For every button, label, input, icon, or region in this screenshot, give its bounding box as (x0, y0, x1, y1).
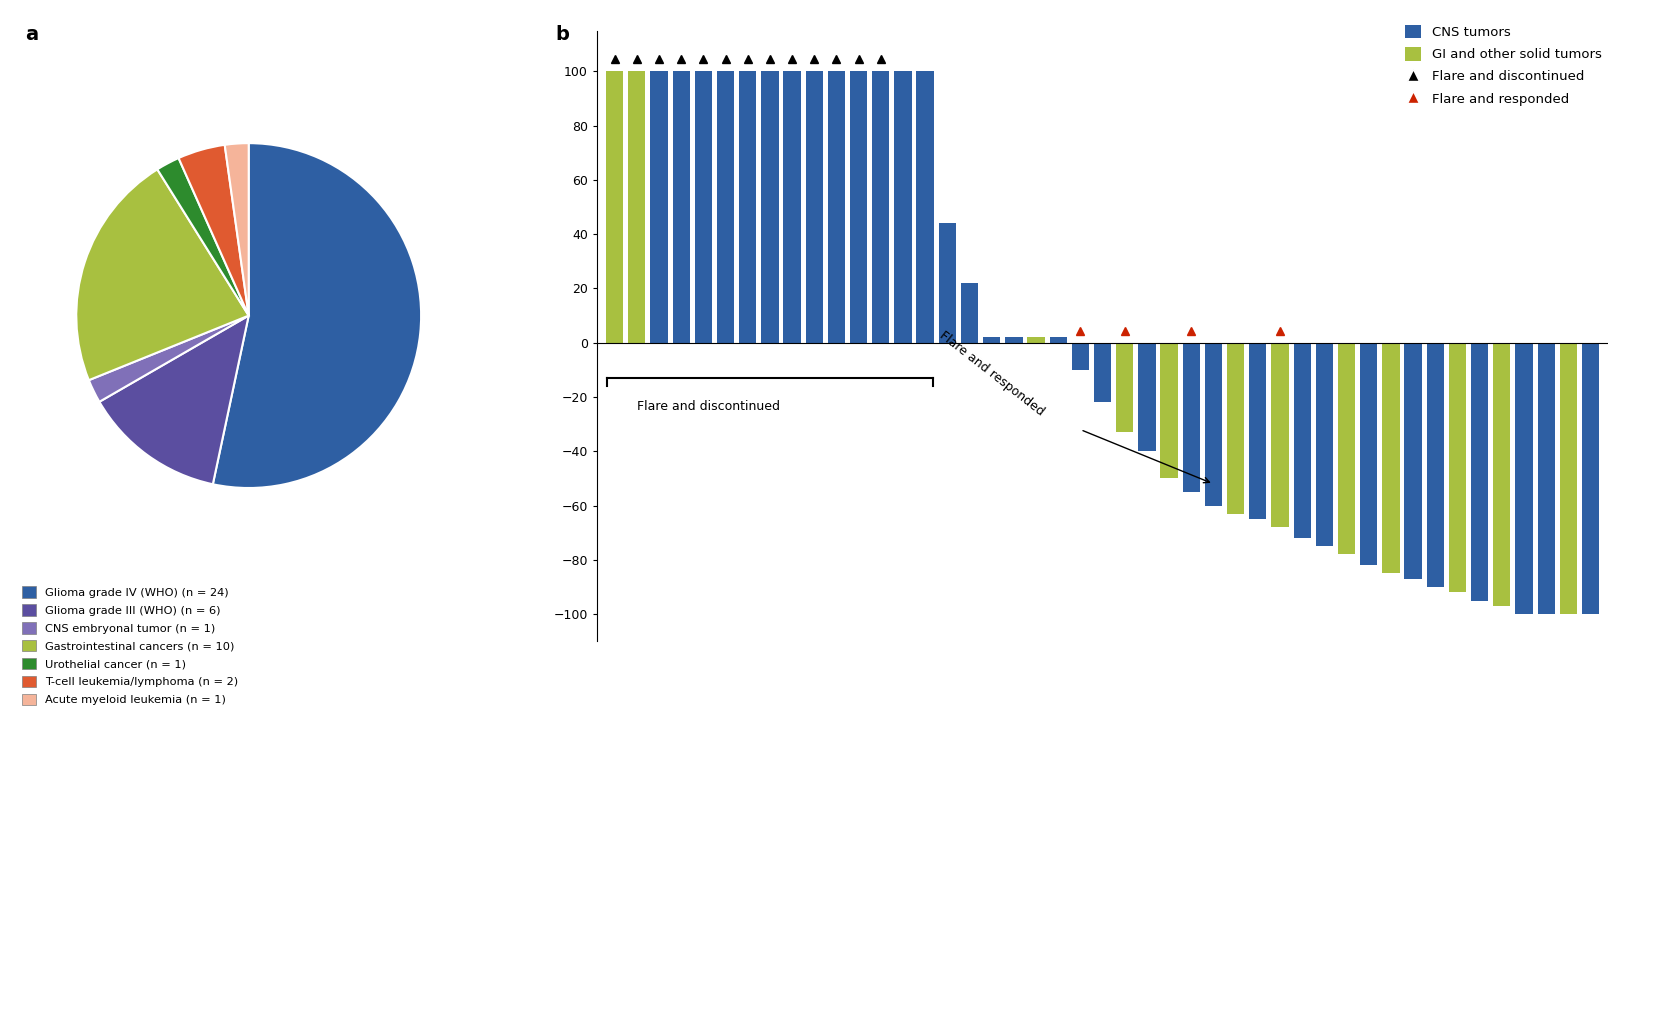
Bar (1181, 343, 1200, 492)
Bar (1514, 343, 1531, 614)
Bar (1493, 343, 1510, 606)
Text: Flare: Flare (845, 984, 873, 997)
Text: Response: Response (1448, 984, 1505, 997)
Bar (673, 71, 689, 343)
Bar (1536, 343, 1554, 614)
Wedge shape (89, 316, 249, 402)
Bar (916, 71, 933, 343)
Bar (1359, 343, 1377, 565)
Bar (1049, 337, 1065, 343)
Bar (893, 71, 911, 343)
Bar (1425, 343, 1443, 587)
Wedge shape (99, 316, 249, 485)
Bar (1316, 343, 1332, 547)
Bar (1205, 343, 1221, 506)
Bar (1448, 343, 1465, 592)
Bar (694, 71, 711, 343)
Bar (1115, 343, 1133, 433)
Wedge shape (179, 145, 249, 316)
Bar (605, 71, 623, 343)
Bar (1337, 343, 1354, 555)
Text: Flare and responded: Flare and responded (936, 329, 1046, 418)
Bar (1559, 343, 1576, 614)
Bar (1271, 343, 1287, 527)
Bar (805, 71, 822, 343)
Legend: Glioma grade IV (WHO) (n = 24), Glioma grade III (WHO) (n = 6), CNS embryonal tu: Glioma grade IV (WHO) (n = 24), Glioma g… (22, 586, 239, 705)
Wedge shape (76, 169, 249, 380)
Bar (784, 71, 800, 343)
Bar (938, 223, 956, 343)
Bar (1070, 343, 1089, 370)
Bar (1160, 343, 1176, 478)
Bar (761, 71, 779, 343)
Text: T1W-
contrast: T1W- contrast (606, 897, 656, 925)
Text: Pre-ICI: Pre-ICI (699, 984, 737, 997)
Bar (872, 71, 888, 343)
Text: b: b (555, 25, 568, 45)
Bar (850, 71, 867, 343)
Bar (961, 283, 978, 343)
Bar (650, 71, 668, 343)
Text: Flare and discontinued: Flare and discontinued (636, 400, 779, 412)
Wedge shape (157, 158, 249, 316)
Legend: CNS tumors, GI and other solid tumors, Flare and discontinued, Flare and respond: CNS tumors, GI and other solid tumors, F… (1405, 24, 1601, 106)
Bar (1094, 343, 1110, 402)
Bar (1248, 343, 1266, 519)
Text: a: a (25, 25, 38, 45)
Bar (1226, 343, 1243, 514)
Text: T2W-
FLAIR: T2W- FLAIR (606, 724, 640, 752)
Bar (983, 337, 999, 343)
Bar (1470, 343, 1488, 601)
Bar (1138, 343, 1155, 451)
Bar (716, 71, 734, 343)
Bar (1004, 337, 1022, 343)
Bar (1403, 343, 1420, 579)
Bar (1027, 337, 1044, 343)
Bar (1382, 343, 1399, 573)
Bar (1292, 343, 1311, 539)
Text: Pre-ICI: Pre-ICI (1254, 984, 1292, 997)
Bar (827, 71, 845, 343)
Wedge shape (225, 144, 249, 316)
Wedge shape (212, 144, 421, 488)
Bar (628, 71, 645, 343)
Bar (739, 71, 756, 343)
Text: Resolution of flare: Resolution of flare (958, 984, 1064, 997)
Bar (1581, 343, 1599, 614)
